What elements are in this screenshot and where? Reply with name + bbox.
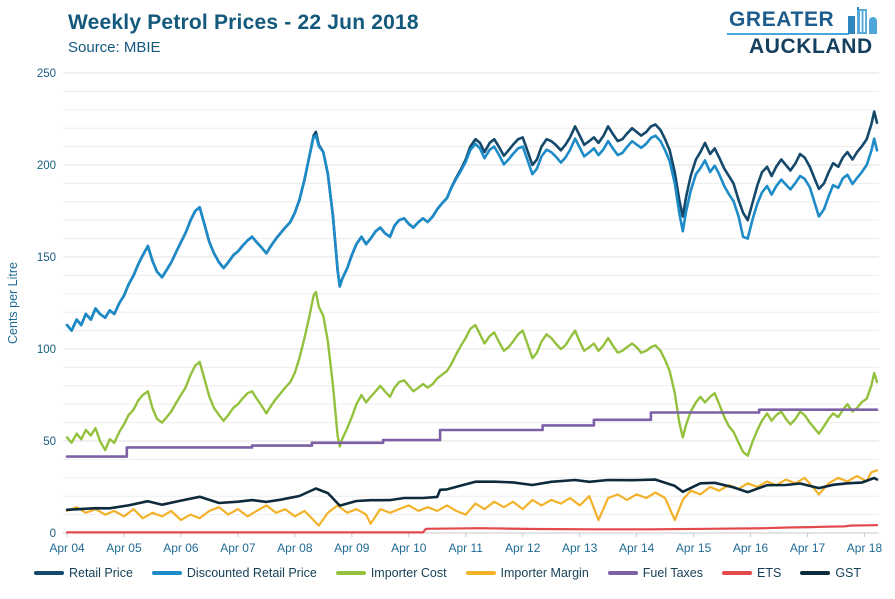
x-tick-label: Apr 07	[220, 541, 256, 555]
x-tick-label: Apr 13	[562, 541, 598, 555]
y-tick-label-100: 100	[37, 344, 56, 356]
legend-item-ets: ETS	[722, 566, 781, 580]
legend-swatch	[607, 571, 638, 575]
series-line-importer-margin	[65, 469, 879, 527]
y-tick-label-200: 200	[37, 160, 56, 172]
y-tick-label-0: 0	[50, 528, 56, 540]
y-tick-label-150: 150	[37, 252, 56, 264]
legend-swatch	[800, 571, 831, 575]
legend-label: Discounted Retail Price	[186, 566, 317, 580]
legend-label: ETS	[757, 566, 782, 580]
legend-swatch	[33, 571, 64, 575]
x-tick-label: Apr 04	[49, 541, 85, 555]
legend-item-discounted-retail-price: Discounted Retail Price	[151, 566, 317, 580]
legend-swatch	[151, 571, 182, 575]
series-line-importer-cost	[65, 290, 879, 457]
legend-label: Fuel Taxes	[642, 566, 703, 580]
legend-swatch	[722, 571, 752, 575]
legend-label: Importer Margin	[500, 566, 589, 580]
series-line-gst	[65, 476, 879, 512]
logo-underline	[727, 33, 849, 35]
series-line-ets	[65, 524, 879, 534]
x-tick-label: Apr 15	[676, 541, 712, 555]
x-tick-label: Apr 14	[619, 541, 655, 555]
legend-item-retail-price: Retail Price	[33, 566, 133, 580]
legend-swatch	[465, 571, 496, 575]
legend-swatch	[335, 571, 366, 575]
chart-title: Weekly Petrol Prices - 22 Jun 2018	[68, 11, 419, 34]
greater-auckland-logo: GREATER AUCKLAND	[705, 7, 885, 61]
legend-item-fuel-taxes: Fuel Taxes	[607, 566, 703, 580]
legend-label: GST	[835, 566, 862, 580]
x-tick-label: Apr 11	[448, 541, 483, 555]
legend-label: Retail Price	[68, 566, 133, 580]
y-tick-label-250: 250	[37, 68, 56, 80]
x-tick-label: Apr 05	[106, 541, 142, 555]
y-axis-title: Cents per Litre	[6, 262, 20, 344]
chart-legend: Retail Price Discounted Retail Price Impor…	[0, 566, 895, 580]
x-tick-label: Apr 17	[790, 541, 826, 555]
chart-source: Source: MBIE	[68, 39, 161, 56]
petrol-prices-line-chart: 0 50 100 150 200 250 Apr 04 Apr 05 Apr 06 Apr 07 A…	[6, 68, 883, 555]
x-tick-label: Apr 10	[391, 541, 427, 555]
series-line-fuel-taxes	[65, 408, 879, 458]
logo-text-auckland: AUCKLAND	[749, 35, 873, 58]
y-tick-label-50: 50	[43, 436, 56, 448]
x-tick-label: Apr 12	[505, 541, 541, 555]
legend-item-gst: GST	[800, 566, 861, 580]
legend-item-importer-margin: Importer Margin	[465, 566, 589, 580]
series-line-retail-price	[65, 110, 879, 332]
x-tick-label: Apr 09	[334, 541, 370, 555]
logo-text-greater: GREATER	[729, 8, 835, 31]
legend-label: Importer Cost	[370, 566, 447, 580]
series-line-discounted-retail-price	[65, 134, 879, 332]
x-tick-label: Apr 06	[163, 541, 199, 555]
x-tick-label: Apr 08	[277, 541, 313, 555]
x-tick-label: Apr 18	[847, 541, 883, 555]
buildings-icon	[848, 7, 877, 34]
legend-item-importer-cost: Importer Cost	[335, 566, 447, 580]
x-tick-label: Apr 16	[733, 541, 769, 555]
